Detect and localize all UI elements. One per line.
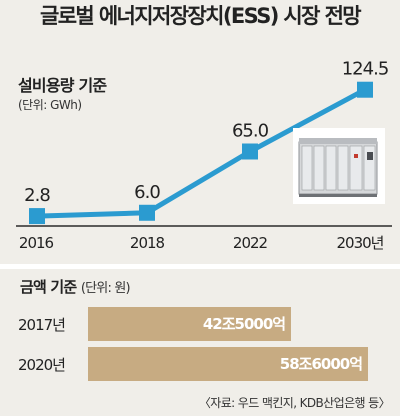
- line-chart-title: 설비용량 기준: [18, 76, 107, 95]
- bar-category-label: 2017년: [18, 316, 66, 334]
- x-tick-label: 2030년: [337, 234, 384, 252]
- data-point: [357, 81, 373, 98]
- bar-chart-title-text: 금액 기준: [20, 278, 77, 296]
- x-tick-label: 2018: [130, 234, 165, 252]
- data-label: 65.0: [232, 121, 269, 142]
- data-label: 124.5: [342, 59, 389, 80]
- line-chart-unit: (단위: GWh): [18, 98, 82, 112]
- bar-chart-title: 금액 기준 (단위: 원): [20, 276, 131, 297]
- data-point: [29, 208, 45, 225]
- bar-category-label: 2020년: [18, 356, 66, 374]
- data-label: 2.8: [24, 185, 50, 206]
- x-tick-label: 2022: [233, 234, 268, 252]
- x-tick-label: 2016: [19, 234, 54, 252]
- section-divider: [0, 264, 400, 269]
- page-title: 글로벌 에너지저장장치(ESS) 시장 전망: [39, 4, 362, 28]
- source-note: 〈자료: 우드 맥킨지, KDB산업은행 등〉: [198, 396, 391, 410]
- bar-value-label: 42조5000억: [202, 315, 286, 333]
- data-point: [242, 143, 258, 160]
- bar: 58조6000억: [88, 347, 368, 381]
- bar-row: 2017년 42조5000억: [0, 307, 400, 341]
- bar-chart-unit: (단위: 원): [80, 281, 131, 296]
- bar-value-label: 58조6000억: [279, 355, 363, 373]
- data-point: [139, 204, 155, 221]
- data-label: 6.0: [134, 182, 160, 203]
- bar: 42조5000억: [88, 307, 292, 341]
- line-chart: 2.8 6.0 65.0 124.5 2016 2018 2022 2030년: [16, 59, 392, 252]
- ess-cabinet-photo-icon: [293, 128, 385, 204]
- bar-row: 2020년 58조6000억: [0, 347, 400, 381]
- series-line: [36, 87, 367, 219]
